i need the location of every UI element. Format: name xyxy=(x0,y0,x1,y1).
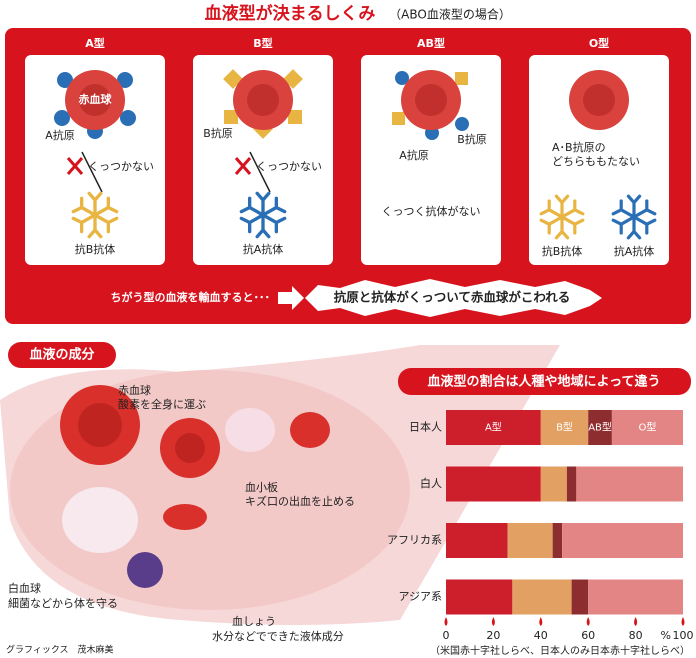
note: くっつく抗体がない xyxy=(382,204,481,218)
antibody-label: 抗B抗体 xyxy=(542,244,583,258)
bar-segment xyxy=(566,466,577,502)
tick-mark xyxy=(634,617,638,626)
card-title: B型 xyxy=(253,36,272,50)
tick-mark xyxy=(444,617,448,626)
antibody-label: 抗A抗体 xyxy=(614,244,655,258)
note: A･B抗原の xyxy=(552,140,606,154)
component-desc: キズ口の出血を止める xyxy=(245,494,355,508)
antigen-label: B抗原 xyxy=(203,126,233,140)
x-tick-label: 20 xyxy=(486,629,500,642)
antigen-label: A抗原 xyxy=(399,148,429,162)
y-tick-label: 白人 xyxy=(420,476,442,490)
component-desc: 酸素を全身に運ぶ xyxy=(118,397,206,411)
card-a: A型 赤血球 A抗原 くっつかない 抗B抗体 xyxy=(25,36,165,265)
card-o: O型 A･B抗原の どちらももたない 抗B抗体 抗A抗体 xyxy=(529,36,669,265)
antibody-label: 抗B抗体 xyxy=(75,242,116,256)
bar-segment xyxy=(588,410,612,445)
card-title: O型 xyxy=(589,36,609,50)
component-name: 白血球 xyxy=(8,581,41,595)
y-tick-label: アフリカ系 xyxy=(387,534,442,547)
chart-note: （米国赤十字社しらべ、日本人のみ日本赤十字社しらべ） xyxy=(430,644,690,657)
antigen-label: A抗原 xyxy=(45,128,75,142)
x-unit: % xyxy=(661,629,671,642)
card-b: B型 B抗原 くっつかない 抗A抗体 xyxy=(193,36,333,265)
y-tick-label: 日本人 xyxy=(409,420,442,434)
series-label: O型 xyxy=(639,421,657,434)
component-name: 血しょう xyxy=(232,614,276,628)
transfusion-result: 抗原と抗体がくっついて赤血球がこわれる xyxy=(334,290,571,305)
x-tick-label: 60 xyxy=(581,629,595,642)
link-label: くっつかない xyxy=(88,160,154,173)
bar-segment xyxy=(571,579,589,615)
card-ab: AB型 A抗原 B抗原 くっつく抗体がない xyxy=(361,36,501,265)
antibody-label: 抗A抗体 xyxy=(243,242,284,256)
link-label: くっつかない xyxy=(256,160,322,173)
y-tick-label: アジア系 xyxy=(398,590,442,603)
series-label: A型 xyxy=(485,421,502,434)
bar-segment xyxy=(611,410,683,445)
x-tick-label: 0 xyxy=(443,629,450,642)
bar-segment xyxy=(446,466,541,502)
transfusion-cause: ちがう型の血液を輸血すると･･･ xyxy=(111,290,271,304)
bar-segment xyxy=(588,579,683,615)
bar-segment xyxy=(562,523,683,558)
component-desc: 細菌などから体を守る xyxy=(8,596,118,610)
component-desc: 水分などでできた液体成分 xyxy=(212,629,344,643)
bar-segment xyxy=(576,466,683,502)
series-label: AB型 xyxy=(588,421,612,434)
tick-mark xyxy=(491,617,495,626)
component-name: 血小板 xyxy=(245,480,278,494)
components-title: 血液の成分 xyxy=(29,347,94,363)
series-label: B型 xyxy=(556,421,573,434)
bar-segment xyxy=(446,410,541,445)
chart-title: 血液型の割合は人種や地域によって違う xyxy=(428,374,661,390)
card-title: AB型 xyxy=(417,36,445,50)
mechanism-panel xyxy=(5,28,691,324)
x-tick-label: 80 xyxy=(629,629,643,642)
tick-mark xyxy=(586,617,590,626)
header-subtitle: （ABO血液型の場合） xyxy=(389,7,511,22)
x-tick-label: 100 xyxy=(673,629,694,642)
credit: グラフィックス 茂木麻美 xyxy=(6,644,114,656)
bar-segment xyxy=(540,410,589,445)
bar-segment xyxy=(446,579,513,615)
bar-segment xyxy=(512,579,572,615)
tick-mark xyxy=(681,617,685,626)
note: どちらももたない xyxy=(552,155,640,168)
cell-label: 赤血球 xyxy=(79,92,113,106)
x-tick-label: 40 xyxy=(534,629,548,642)
antigen-label: B抗原 xyxy=(457,132,487,146)
bar-segment xyxy=(552,523,563,558)
header-title: 血液型が決まるしくみ xyxy=(205,3,376,24)
component-name: 赤血球 xyxy=(118,383,151,397)
card-title: A型 xyxy=(85,36,105,50)
bar-segment xyxy=(540,466,567,502)
bar-segment xyxy=(507,523,553,558)
tick-mark xyxy=(539,617,543,626)
bar-segment xyxy=(446,523,508,558)
